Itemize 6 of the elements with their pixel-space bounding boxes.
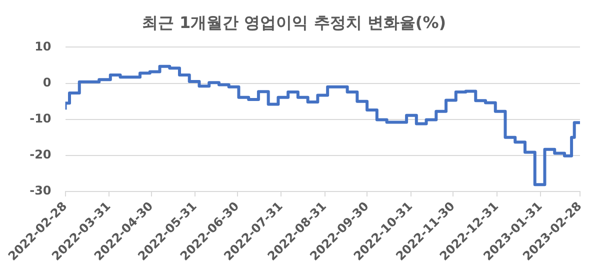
y-tick-label: -10	[30, 111, 52, 126]
y-tick-label: -20	[30, 148, 52, 162]
y-tick-label: 10	[34, 39, 52, 54]
chart-title: 최근 1개월간 영업이익 추정치 변화율(%)	[142, 12, 446, 32]
y-tick-label: 0	[42, 75, 52, 90]
y-tick-label: -30	[30, 184, 52, 198]
